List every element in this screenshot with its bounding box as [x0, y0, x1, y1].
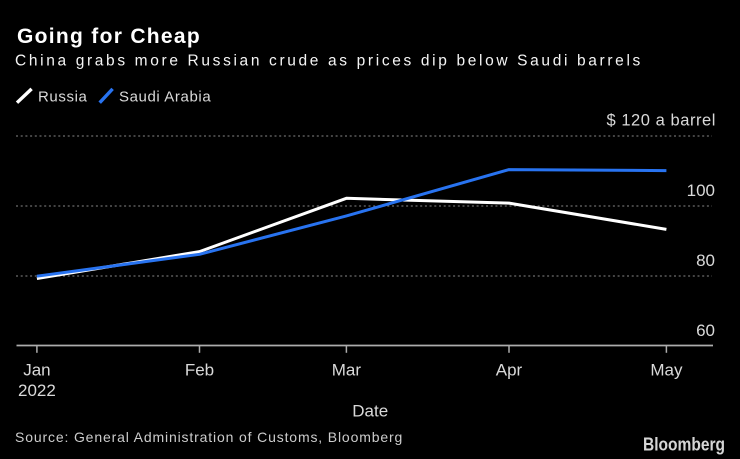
- svg-text:100: 100: [687, 181, 715, 200]
- svg-text:China grabs more Russian crude: China grabs more Russian crude as prices…: [15, 53, 643, 70]
- svg-text:Apr: Apr: [496, 361, 523, 380]
- svg-text:Date: Date: [352, 402, 388, 421]
- svg-text:Feb: Feb: [185, 361, 214, 380]
- svg-text:Source: General Administration: Source: General Administration of Custom…: [15, 429, 403, 445]
- svg-text:$ 120 a barrel: $ 120 a barrel: [606, 112, 716, 130]
- svg-text:Going for Cheap: Going for Cheap: [17, 25, 201, 48]
- svg-text:2022: 2022: [18, 381, 56, 400]
- svg-text:80: 80: [696, 251, 715, 270]
- svg-text:Jan: Jan: [23, 361, 50, 380]
- svg-text:Mar: Mar: [332, 361, 362, 380]
- svg-text:May: May: [650, 361, 683, 380]
- svg-text:Saudi Arabia: Saudi Arabia: [119, 89, 211, 106]
- svg-text:Russia: Russia: [38, 89, 88, 106]
- svg-text:60: 60: [696, 321, 715, 340]
- svg-text:Bloomberg: Bloomberg: [643, 434, 725, 455]
